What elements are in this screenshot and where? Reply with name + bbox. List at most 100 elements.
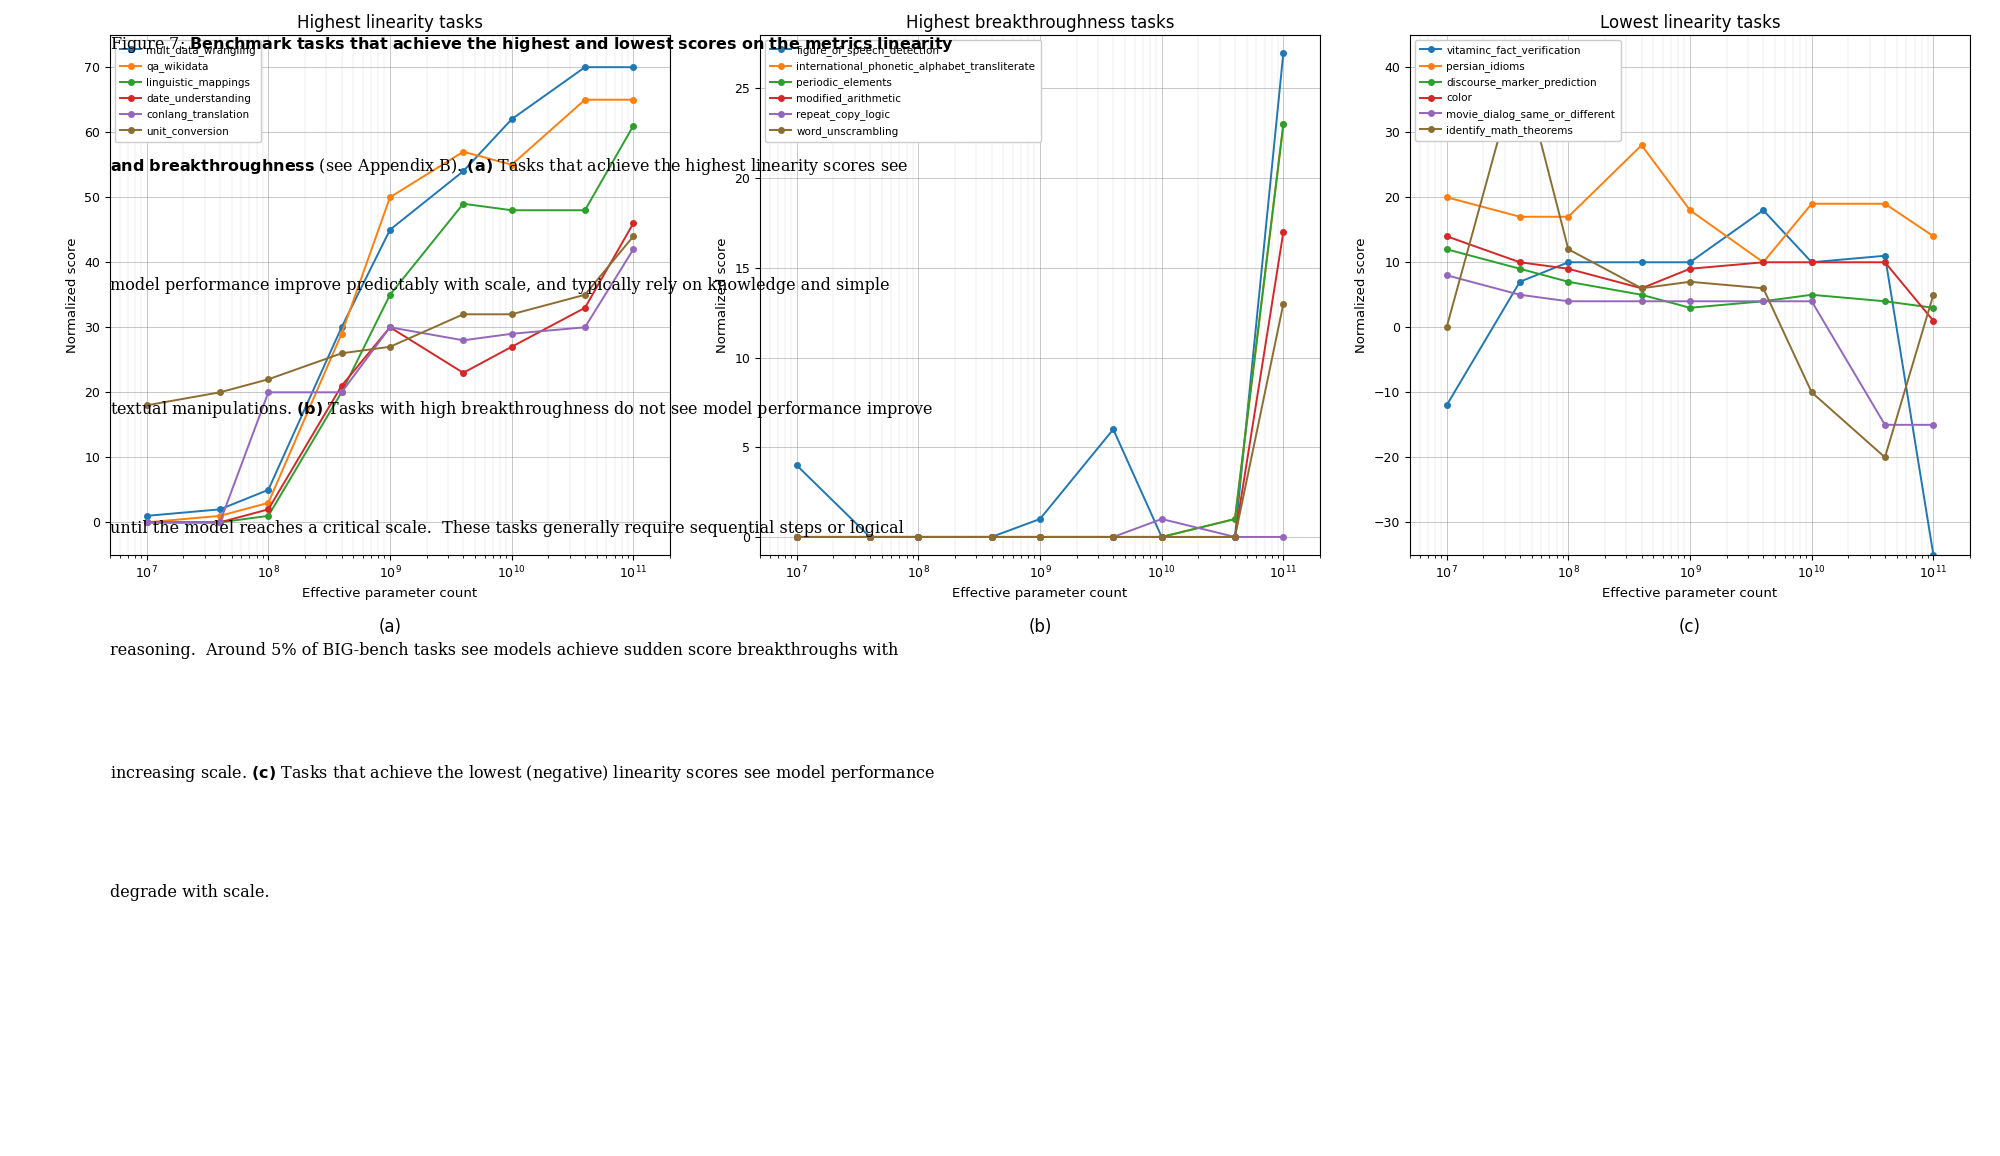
Line: discourse_marker_prediction: discourse_marker_prediction: [1444, 246, 1936, 311]
periodic_elements: [1028, 529, 1052, 543]
discourse_marker_prediction: [1434, 243, 1458, 257]
vitaminc_fact_verification: [1434, 399, 1458, 413]
international_phonetic_alphabet_transliterate: [1222, 512, 1246, 526]
mult_data_wrangling: [134, 509, 158, 523]
international_phonetic_alphabet_transliterate: [1272, 118, 1296, 132]
qa_wikidata: [256, 496, 280, 510]
mult_data_wrangling: [452, 164, 476, 178]
mult_data_wrangling: [330, 320, 354, 334]
Text: until the model reaches a critical scale.  These tasks generally require sequent: until the model reaches a critical scale…: [110, 520, 904, 538]
date_understanding: [500, 340, 524, 354]
X-axis label: Effective parameter count: Effective parameter count: [302, 587, 478, 600]
persian_idioms: [1434, 191, 1458, 205]
Y-axis label: Normalized score: Normalized score: [1356, 237, 1368, 353]
mult_data_wrangling: [208, 503, 232, 517]
linguistic_mappings: [330, 385, 354, 399]
periodic_elements: [784, 529, 808, 543]
discourse_marker_prediction: [1800, 288, 1824, 302]
conlang_translation: [452, 333, 476, 347]
date_understanding: [622, 216, 646, 230]
identify_math_theorems: [1922, 288, 1946, 302]
repeat_copy_logic: [1272, 529, 1296, 543]
unit_conversion: [378, 340, 402, 354]
word_unscrambling: [1222, 529, 1246, 543]
movie_dialog_same_or_different: [1678, 295, 1702, 309]
modified_arithmetic: [1102, 529, 1126, 543]
Line: unit_conversion: unit_conversion: [144, 234, 636, 408]
figure_of_speech_detection: [858, 529, 882, 543]
Text: Figure 7: $\mathbf{Benchmark\ tasks\ that\ achieve\ the\ highest\ and\ lowest\ s: Figure 7: $\mathbf{Benchmark\ tasks\ tha…: [110, 35, 954, 54]
Text: (a): (a): [378, 618, 402, 637]
persian_idioms: [1678, 203, 1702, 217]
discourse_marker_prediction: [1872, 295, 1896, 309]
figure_of_speech_detection: [980, 529, 1004, 543]
Line: figure_of_speech_detection: figure_of_speech_detection: [794, 50, 1286, 540]
Line: periodic_elements: periodic_elements: [794, 121, 1286, 540]
modified_arithmetic: [1272, 225, 1296, 239]
persian_idioms: [1508, 210, 1532, 224]
word_unscrambling: [1102, 529, 1126, 543]
conlang_translation: [256, 385, 280, 399]
Line: movie_dialog_same_or_different: movie_dialog_same_or_different: [1444, 273, 1936, 428]
unit_conversion: [622, 229, 646, 243]
linguistic_mappings: [208, 516, 232, 529]
international_phonetic_alphabet_transliterate: [1102, 529, 1126, 543]
vitaminc_fact_verification: [1678, 255, 1702, 269]
figure_of_speech_detection: [1150, 529, 1174, 543]
word_unscrambling: [1150, 529, 1174, 543]
word_unscrambling: [1028, 529, 1052, 543]
qa_wikidata: [134, 516, 158, 529]
qa_wikidata: [500, 157, 524, 171]
qa_wikidata: [208, 509, 232, 523]
word_unscrambling: [858, 529, 882, 543]
color: [1556, 261, 1580, 275]
persian_idioms: [1752, 255, 1776, 269]
word_unscrambling: [1272, 297, 1296, 311]
unit_conversion: [572, 288, 596, 302]
Line: identify_math_theorems: identify_math_theorems: [1444, 58, 1936, 460]
figure_of_speech_detection: [1222, 529, 1246, 543]
Line: qa_wikidata: qa_wikidata: [144, 97, 636, 525]
repeat_copy_logic: [1028, 529, 1052, 543]
Y-axis label: Normalized score: Normalized score: [66, 237, 78, 353]
color: [1434, 229, 1458, 243]
identify_math_theorems: [1556, 243, 1580, 257]
Title: Lowest linearity tasks: Lowest linearity tasks: [1600, 14, 1780, 31]
word_unscrambling: [980, 529, 1004, 543]
qa_wikidata: [452, 144, 476, 158]
figure_of_speech_detection: [1272, 46, 1296, 60]
mult_data_wrangling: [572, 60, 596, 74]
Text: textual manipulations. $\mathbf{(b)}$ Tasks with high breakthroughness do not se: textual manipulations. $\mathbf{(b)}$ Ta…: [110, 399, 934, 420]
Text: reasoning.  Around 5% of BIG-bench tasks see models achieve sudden score breakth: reasoning. Around 5% of BIG-bench tasks …: [110, 642, 898, 659]
persian_idioms: [1556, 210, 1580, 224]
conlang_translation: [378, 320, 402, 334]
vitaminc_fact_verification: [1872, 249, 1896, 262]
Legend: mult_data_wrangling, qa_wikidata, linguistic_mappings, date_understanding, conla: mult_data_wrangling, qa_wikidata, lingui…: [116, 40, 262, 142]
qa_wikidata: [378, 191, 402, 205]
vitaminc_fact_verification: [1556, 255, 1580, 269]
discourse_marker_prediction: [1752, 295, 1776, 309]
Line: repeat_copy_logic: repeat_copy_logic: [794, 517, 1286, 540]
repeat_copy_logic: [906, 529, 930, 543]
conlang_translation: [622, 243, 646, 257]
unit_conversion: [256, 372, 280, 386]
linguistic_mappings: [572, 203, 596, 217]
movie_dialog_same_or_different: [1434, 268, 1458, 282]
date_understanding: [330, 379, 354, 393]
discourse_marker_prediction: [1922, 301, 1946, 314]
international_phonetic_alphabet_transliterate: [858, 529, 882, 543]
international_phonetic_alphabet_transliterate: [1028, 529, 1052, 543]
modified_arithmetic: [858, 529, 882, 543]
repeat_copy_logic: [784, 529, 808, 543]
Line: date_understanding: date_understanding: [144, 221, 636, 525]
Line: conlang_translation: conlang_translation: [144, 246, 636, 525]
repeat_copy_logic: [1102, 529, 1126, 543]
movie_dialog_same_or_different: [1556, 295, 1580, 309]
linguistic_mappings: [378, 288, 402, 302]
periodic_elements: [858, 529, 882, 543]
color: [1800, 255, 1824, 269]
date_understanding: [452, 365, 476, 379]
color: [1922, 313, 1946, 328]
movie_dialog_same_or_different: [1872, 418, 1896, 432]
identify_math_theorems: [1630, 281, 1654, 295]
